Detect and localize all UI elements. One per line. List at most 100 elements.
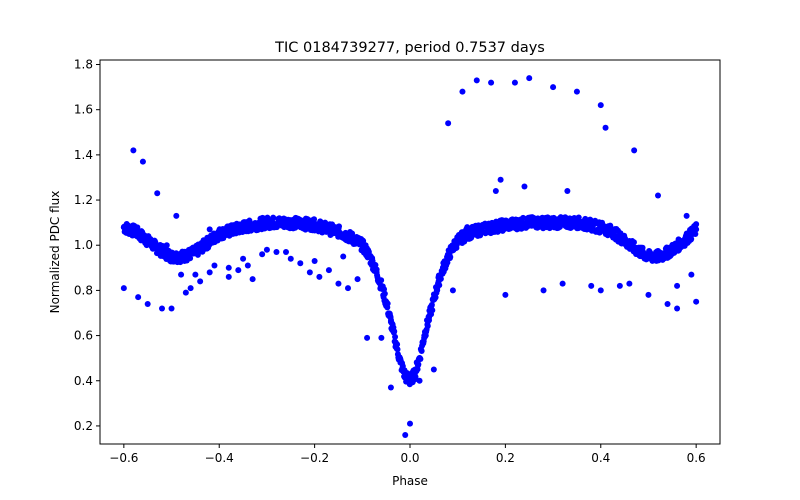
- outlier-point: [488, 79, 495, 86]
- data-point: [609, 228, 616, 235]
- outlier-point: [559, 280, 566, 287]
- data-point: [392, 333, 399, 340]
- x-tick-label: 0.0: [400, 451, 419, 465]
- outlier-point: [449, 287, 456, 294]
- data-point: [349, 235, 356, 242]
- data-point: [192, 249, 199, 255]
- data-point: [132, 228, 139, 235]
- outlier-point: [178, 271, 185, 278]
- y-tick-label: 1.6: [74, 103, 93, 117]
- outlier-point: [144, 300, 151, 307]
- data-point: [688, 235, 695, 242]
- outlier-point: [225, 264, 232, 271]
- data-point: [381, 290, 388, 297]
- data-point: [144, 237, 151, 244]
- x-axis-ticks: −0.6 −0.4 −0.2 0.0 0.2 0.4 0.6: [109, 444, 706, 465]
- outlier-point: [135, 294, 142, 301]
- outlier-point: [674, 305, 681, 312]
- outlier-point: [526, 75, 533, 82]
- x-tick-label: −0.2: [300, 451, 329, 465]
- outlier-point: [368, 260, 375, 267]
- data-point: [216, 230, 223, 237]
- data-point: [693, 221, 700, 228]
- outlier-point: [249, 276, 256, 283]
- outlier-point: [187, 285, 194, 292]
- outlier-point: [597, 287, 604, 294]
- data-point: [550, 219, 557, 226]
- data-points: [120, 75, 700, 438]
- data-point: [633, 246, 640, 253]
- outlier-point: [683, 212, 690, 219]
- data-point: [359, 242, 366, 249]
- y-tick-label: 0.8: [74, 283, 93, 297]
- data-point: [383, 298, 390, 305]
- outlier-point: [154, 190, 161, 197]
- outlier-point: [387, 384, 394, 391]
- outlier-point: [225, 273, 232, 280]
- outlier-point: [364, 334, 371, 341]
- data-point: [421, 332, 428, 339]
- outlier-point: [263, 246, 270, 253]
- data-point: [336, 223, 343, 230]
- outlier-point: [502, 291, 509, 298]
- y-tick-label: 1.8: [74, 58, 93, 72]
- outlier-point: [655, 192, 661, 199]
- outlier-point: [197, 278, 204, 285]
- y-axis-ticks: 0.2 0.4 0.6 0.8 1.0 1.2 1.4 1.6 1.8: [74, 58, 100, 433]
- outlier-point: [311, 258, 318, 265]
- data-point: [402, 373, 409, 380]
- outlier-point: [168, 305, 175, 312]
- data-point: [445, 253, 452, 260]
- outlier-point: [139, 158, 146, 165]
- y-tick-label: 0.2: [74, 419, 93, 433]
- outlier-point: [511, 79, 518, 86]
- data-point: [180, 253, 187, 260]
- data-point: [597, 224, 604, 231]
- outlier-point: [325, 267, 332, 274]
- outlier-point: [273, 249, 280, 255]
- data-point: [391, 328, 398, 335]
- data-point: [429, 307, 436, 314]
- data-point: [187, 255, 194, 262]
- x-tick-label: −0.6: [109, 451, 138, 465]
- x-axis-label: Phase: [392, 474, 428, 488]
- outlier-point: [616, 282, 623, 289]
- outlier-point: [206, 226, 213, 233]
- outlier-point: [192, 271, 199, 278]
- outlier-point: [206, 269, 213, 276]
- data-point: [270, 214, 277, 221]
- outlier-point: [492, 188, 499, 195]
- outlier-point: [378, 334, 385, 341]
- outlier-point: [688, 271, 695, 278]
- data-point: [424, 323, 431, 330]
- data-point: [657, 253, 664, 260]
- data-point: [435, 278, 442, 285]
- data-point: [416, 355, 423, 362]
- outlier-point: [283, 249, 289, 255]
- outlier-point: [564, 188, 571, 195]
- data-point: [669, 246, 676, 253]
- data-point: [430, 296, 437, 303]
- outlier-point: [120, 285, 127, 292]
- data-point: [240, 224, 247, 231]
- data-point: [449, 244, 456, 251]
- outlier-point: [693, 298, 700, 305]
- outlier-point: [259, 251, 266, 258]
- outlier-point: [445, 120, 452, 127]
- outlier-point: [497, 176, 504, 183]
- data-point: [478, 226, 485, 233]
- data-point: [573, 219, 580, 226]
- data-point: [645, 253, 652, 260]
- outlier-point: [521, 183, 528, 190]
- data-point: [397, 359, 404, 366]
- outlier-point: [597, 102, 604, 109]
- outlier-point: [550, 84, 557, 91]
- outlier-point: [540, 287, 547, 294]
- data-point: [387, 319, 394, 326]
- data-point: [204, 239, 211, 246]
- data-point: [681, 237, 688, 244]
- y-tick-label: 0.6: [74, 329, 93, 343]
- outlier-point: [402, 431, 409, 438]
- outlier-point: [159, 305, 165, 312]
